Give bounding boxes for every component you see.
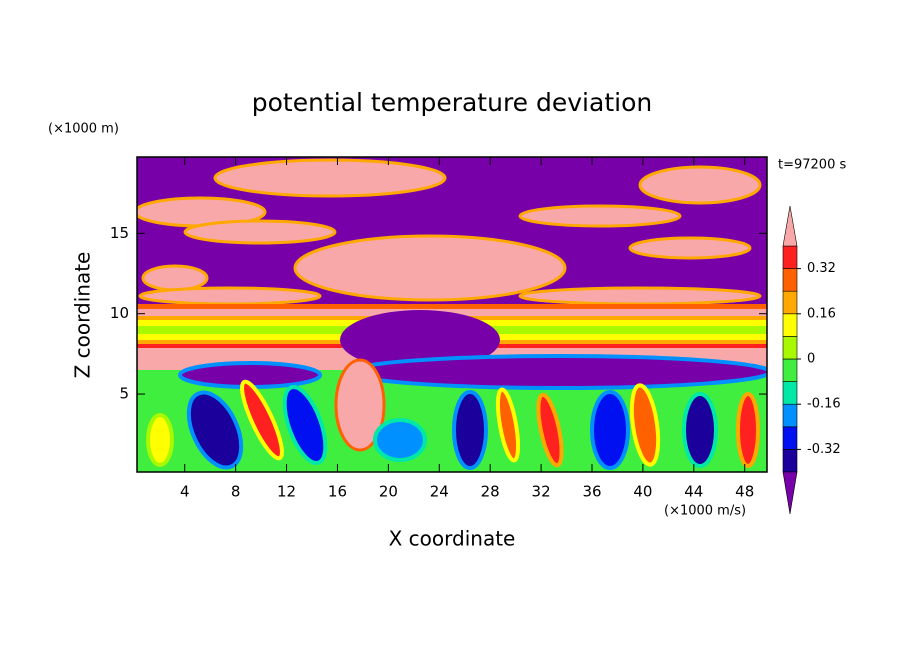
colorbar-tick-label: -0.16 bbox=[807, 397, 841, 412]
colorbar-band bbox=[782, 403, 798, 428]
plot-frame bbox=[136, 156, 768, 473]
x-tick-label: 8 bbox=[231, 483, 241, 501]
colorbar-band bbox=[782, 449, 798, 473]
colorbar-band bbox=[782, 381, 798, 405]
colorbar-band bbox=[782, 426, 798, 450]
time-label: t=97200 s bbox=[778, 158, 846, 173]
x-tick-label: 48 bbox=[735, 483, 754, 501]
colorbar-over bbox=[782, 205, 798, 247]
colorbar-band bbox=[782, 290, 798, 315]
x-tick-label: 40 bbox=[633, 483, 652, 501]
colorbar-tick-label: -0.32 bbox=[807, 442, 841, 457]
colorbar-band bbox=[782, 268, 798, 292]
contour-field bbox=[137, 157, 767, 472]
colorbar-band bbox=[782, 336, 798, 360]
y-axis-label: Z coordinate bbox=[71, 252, 95, 379]
colorbar-under bbox=[782, 471, 798, 515]
x-tick-label: 20 bbox=[379, 483, 398, 501]
colorbar-tick-label: 0.32 bbox=[807, 261, 836, 276]
colorbar-tick-label: 0.16 bbox=[807, 306, 836, 321]
colorbar-band bbox=[782, 358, 798, 382]
colorbar-tick-label: 0 bbox=[807, 352, 815, 367]
x-axis-label: X coordinate bbox=[389, 527, 516, 551]
colorbar-band bbox=[782, 313, 798, 337]
x-tick-label: 4 bbox=[180, 483, 190, 501]
x-tick-label: 44 bbox=[684, 483, 703, 501]
colorbar-band bbox=[782, 245, 798, 269]
x-tick-label: 12 bbox=[277, 483, 296, 501]
chart-title: potential temperature deviation bbox=[252, 88, 652, 117]
x-tick-label: 32 bbox=[532, 483, 551, 501]
y-tick-label: 5 bbox=[119, 385, 129, 403]
x-tick-label: 36 bbox=[582, 483, 601, 501]
x-tick-label: 28 bbox=[481, 483, 500, 501]
y-unit: (×1000 m) bbox=[48, 122, 119, 137]
x-tick-label: 24 bbox=[430, 483, 449, 501]
x-tick-label: 16 bbox=[328, 483, 347, 501]
x-unit: (×1000 m/s) bbox=[664, 504, 746, 519]
y-tick-label: 10 bbox=[110, 304, 129, 322]
y-tick-label: 15 bbox=[110, 224, 129, 242]
